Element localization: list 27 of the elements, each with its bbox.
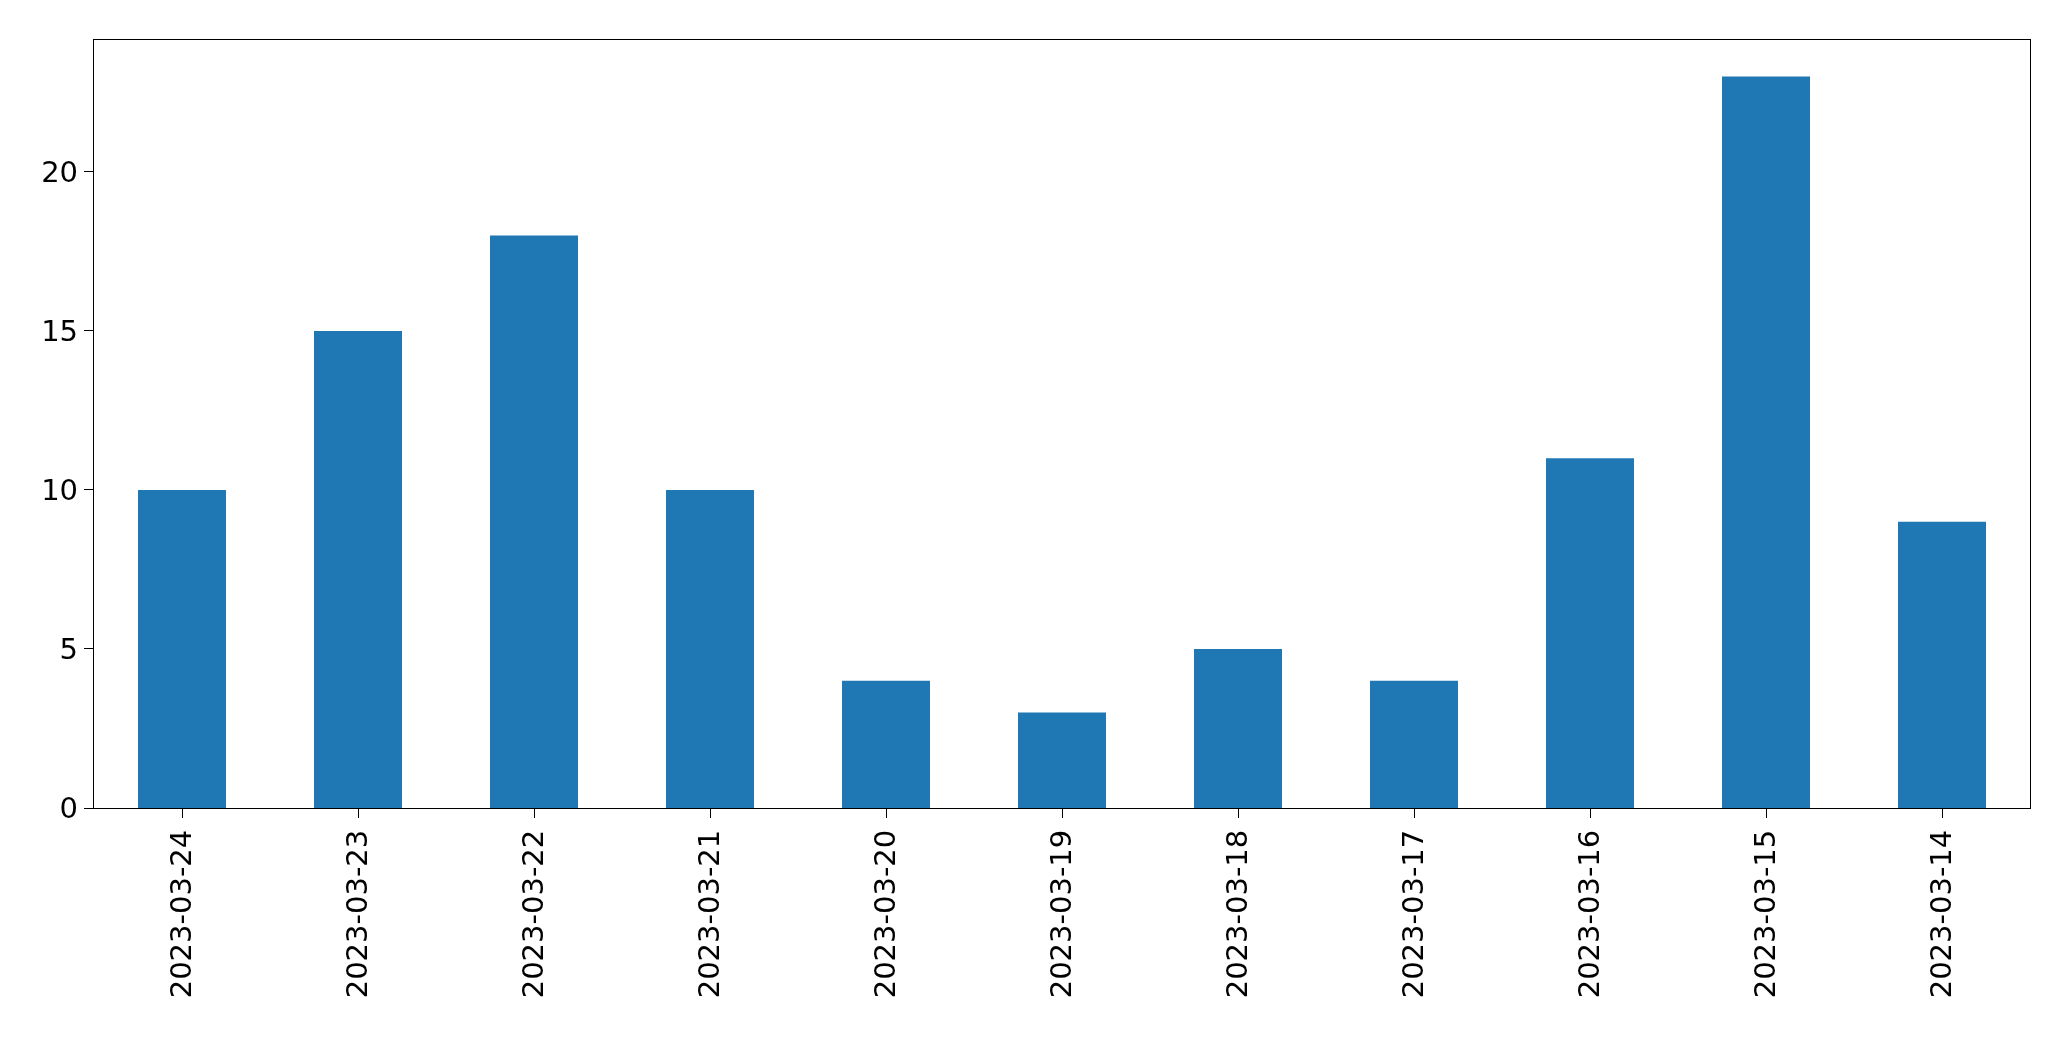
bar xyxy=(1546,458,1634,808)
bar xyxy=(138,489,226,808)
y-tick-label: 20 xyxy=(41,155,79,190)
bar xyxy=(1370,680,1458,808)
y-tick-label: 10 xyxy=(41,473,79,508)
bar xyxy=(314,330,402,808)
x-tick-label: 2023-03-20 xyxy=(868,829,903,999)
bar xyxy=(666,489,754,808)
x-tick-label: 2023-03-17 xyxy=(1396,829,1431,999)
x-tick-label: 2023-03-15 xyxy=(1748,829,1783,999)
y-tick-label: 5 xyxy=(59,632,79,667)
x-tick-label: 2023-03-18 xyxy=(1220,829,1255,999)
y-tick-label: 0 xyxy=(59,791,79,826)
bar xyxy=(1018,712,1106,808)
bar xyxy=(1722,76,1810,808)
x-tick-label: 2023-03-22 xyxy=(516,829,551,999)
x-tick-label: 2023-03-24 xyxy=(164,829,199,999)
bar xyxy=(1898,521,1986,808)
x-tick-label: 2023-03-23 xyxy=(340,829,375,999)
bar xyxy=(842,680,930,808)
x-tick-label: 2023-03-16 xyxy=(1572,829,1607,999)
x-tick-label: 2023-03-19 xyxy=(1044,829,1079,999)
x-tick-label: 2023-03-21 xyxy=(692,829,727,999)
y-tick-label: 15 xyxy=(41,314,79,349)
bar xyxy=(490,235,578,808)
bar xyxy=(1194,648,1282,808)
x-tick-label: 2023-03-14 xyxy=(1924,829,1959,999)
